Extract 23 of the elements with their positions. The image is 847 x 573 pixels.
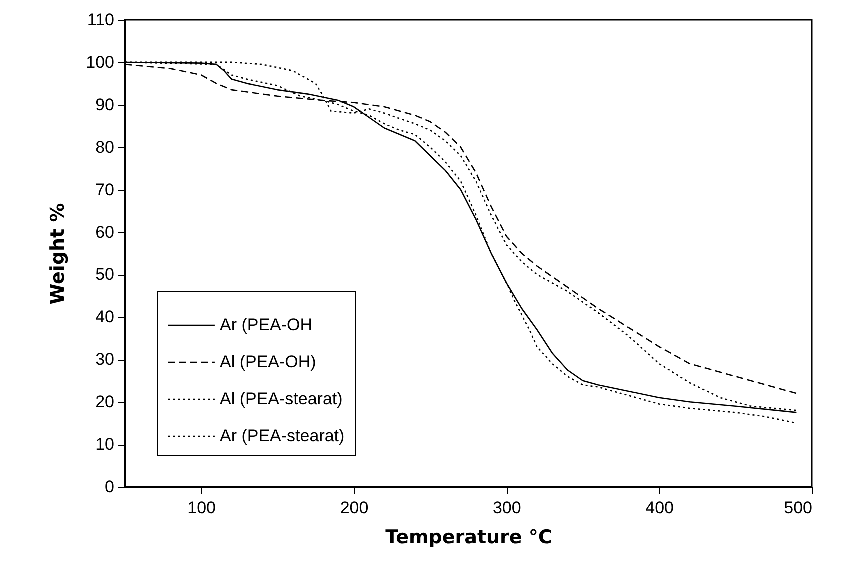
y-tick-label: 10: [96, 435, 114, 454]
y-tick-label: 110: [87, 10, 114, 30]
legend-label: Ar (PEA-OH: [220, 316, 313, 334]
y-tick-label: 20: [96, 392, 114, 412]
y-axis-title: Weight %: [47, 203, 70, 305]
x-tick-label: 100: [188, 498, 216, 518]
y-tick-label: 70: [96, 180, 114, 200]
x-tick-label: 500: [784, 498, 812, 518]
y-tick-label: 0: [105, 478, 114, 496]
x-axis-title: Temperature °C: [386, 526, 552, 548]
x-tick-label: 400: [646, 498, 674, 518]
y-tick-label: 40: [96, 308, 114, 327]
y-tick-label: 60: [96, 222, 114, 242]
y-tick-label: 50: [96, 265, 114, 284]
x-tick-label: 300: [492, 498, 522, 518]
legend-label: Al (PEA-OH): [220, 352, 316, 372]
y-tick-label: 80: [96, 138, 114, 157]
x-tick-label: 200: [340, 498, 369, 518]
legend-label: Ar (PEA-stearat): [220, 426, 345, 446]
y-tick-label: 90: [96, 95, 114, 114]
y-tick-label: 100: [86, 52, 114, 72]
legend-label: Al (PEA-stearat): [220, 390, 343, 408]
y-tick-label: 30: [96, 350, 114, 370]
